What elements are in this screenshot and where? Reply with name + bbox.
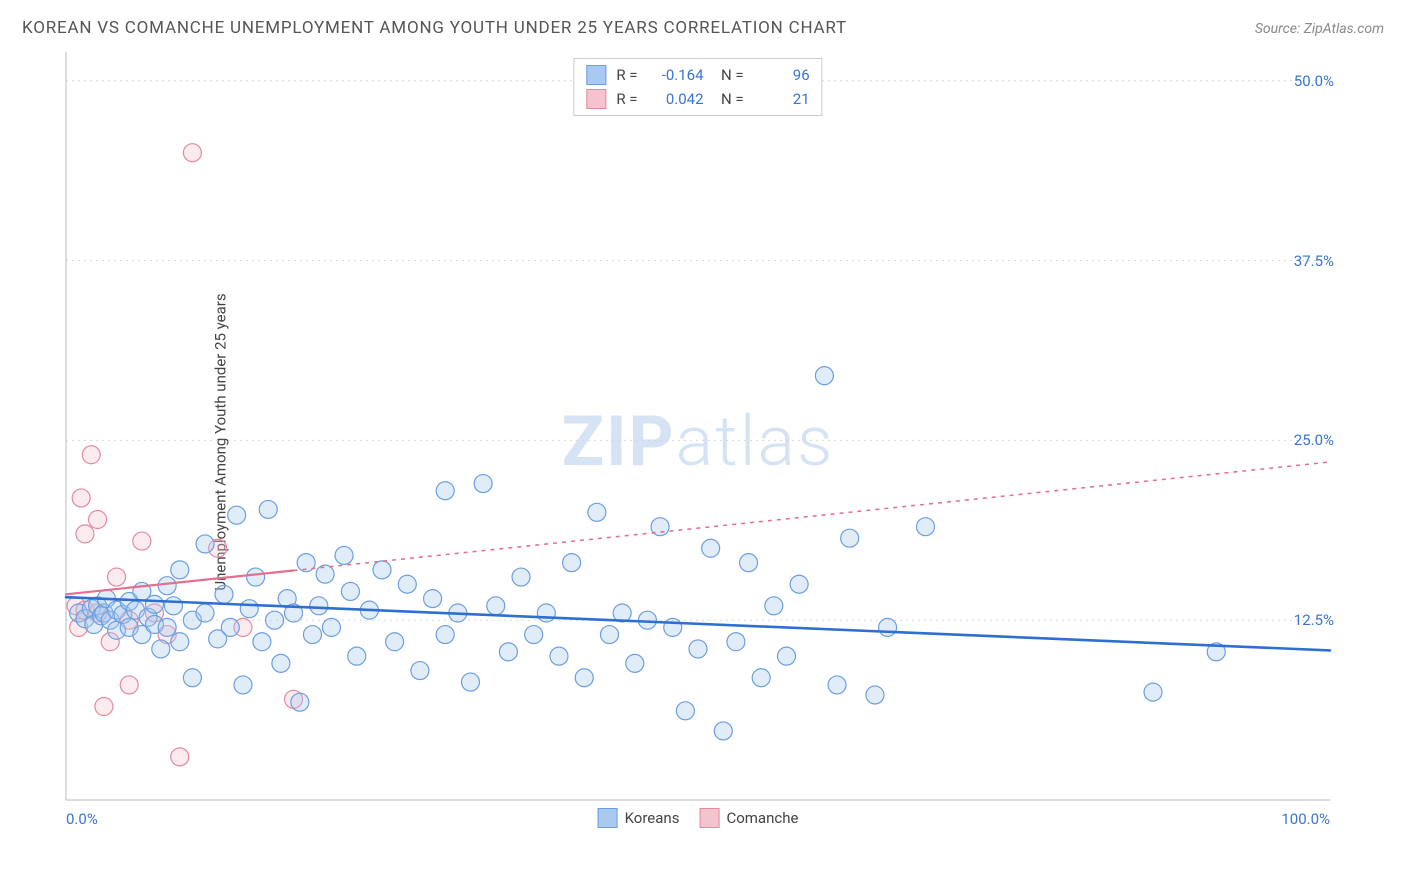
n-label: N = bbox=[714, 66, 744, 84]
swatch-koreans bbox=[598, 808, 618, 828]
x-tick-max: 100.0% bbox=[1281, 810, 1330, 828]
y-tick: 37.5% bbox=[1294, 252, 1334, 270]
r-label: R = bbox=[616, 90, 637, 108]
series-legend: Koreans Comanche bbox=[598, 808, 799, 828]
swatch-comanche bbox=[699, 808, 719, 828]
source-prefix: Source: bbox=[1255, 21, 1304, 37]
chart-area: Unemployment Among Youth under 25 years … bbox=[58, 52, 1338, 832]
y-tick: 50.0% bbox=[1294, 72, 1334, 90]
legend-item-koreans: Koreans bbox=[598, 808, 680, 828]
legend-label-koreans: Koreans bbox=[625, 809, 680, 827]
source-attribution: Source: ZipAtlas.com bbox=[1255, 21, 1384, 37]
r-value-comanche: 0.042 bbox=[648, 90, 704, 108]
y-tick: 25.0% bbox=[1294, 431, 1334, 449]
y-tick: 12.5% bbox=[1294, 611, 1334, 629]
legend-item-comanche: Comanche bbox=[699, 808, 798, 828]
n-value-comanche: 21 bbox=[754, 90, 810, 108]
n-label: N = bbox=[714, 90, 744, 108]
n-value-koreans: 96 bbox=[754, 66, 810, 84]
swatch-comanche bbox=[586, 89, 606, 109]
x-tick-min: 0.0% bbox=[66, 810, 98, 828]
r-label: R = bbox=[616, 66, 637, 84]
r-value-koreans: -0.164 bbox=[648, 66, 704, 84]
chart-header: KOREAN VS COMANCHE UNEMPLOYMENT AMONG YO… bbox=[22, 18, 1384, 38]
source-name: ZipAtlas.com bbox=[1304, 21, 1384, 37]
chart-title: KOREAN VS COMANCHE UNEMPLOYMENT AMONG YO… bbox=[22, 18, 847, 38]
correlation-row-koreans: R = -0.164 N = 96 bbox=[586, 63, 809, 87]
correlation-legend: R = -0.164 N = 96 R = 0.042 N = 21 bbox=[573, 58, 822, 116]
legend-label-comanche: Comanche bbox=[726, 809, 798, 827]
swatch-koreans bbox=[586, 65, 606, 85]
scatter-plot-svg bbox=[58, 52, 1338, 832]
correlation-row-comanche: R = 0.042 N = 21 bbox=[586, 87, 809, 111]
